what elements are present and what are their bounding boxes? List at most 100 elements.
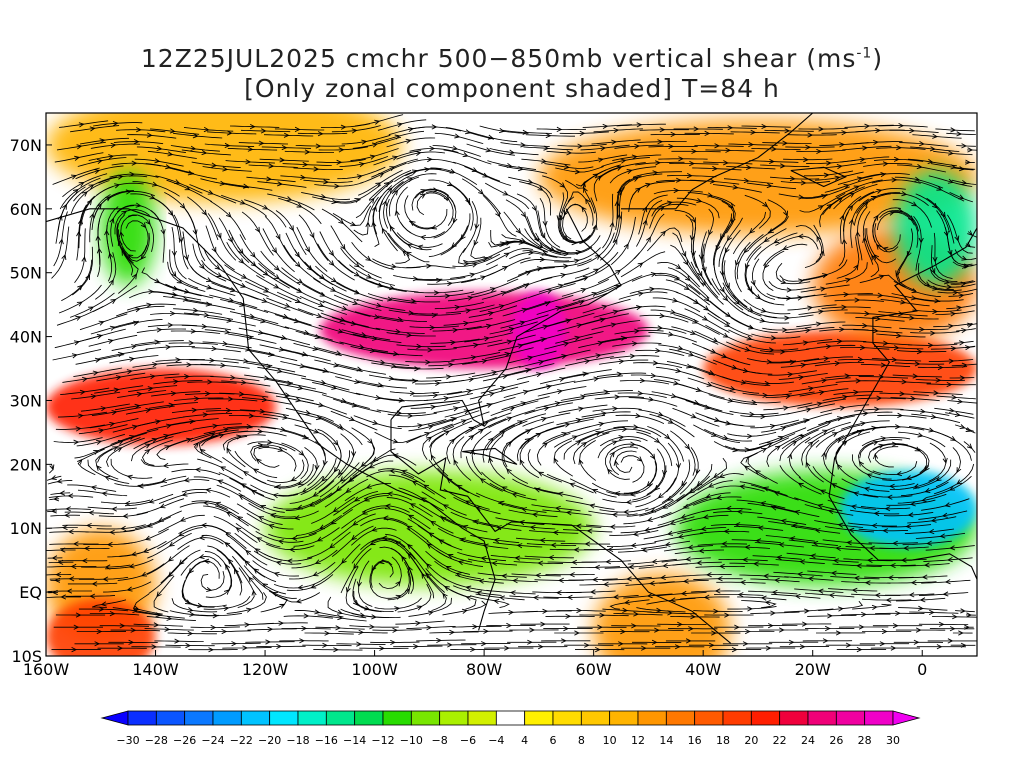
streamline-arrowhead [761,123,768,130]
streamline-arrowhead [830,570,837,576]
streamline-arrowhead [807,441,814,447]
streamline-arrowhead [351,402,358,408]
streamline-arrowhead [944,579,951,585]
streamline-arrowhead [637,262,644,268]
streamline-arrowhead [748,141,755,148]
streamline-arrowhead [104,475,111,481]
streamline-arrowhead [260,318,267,324]
streamline-arrowhead [170,390,177,397]
streamline-arrowhead [483,628,489,634]
streamline-arrowhead [856,646,863,653]
streamline-arrowhead [56,478,63,484]
streamline-arrowhead [129,171,136,177]
streamline-arrowhead [961,143,968,149]
streamline-arrowhead [688,626,694,632]
streamline-arrowhead [541,158,547,164]
streamline-arrowhead [798,194,805,200]
streamline-arrowhead [345,587,351,594]
streamline-arrowhead [586,528,593,534]
streamline-arrowhead [552,529,559,536]
streamline-arrowhead [743,178,750,184]
streamline-arrowhead [684,275,691,282]
streamline-arrowhead [219,466,226,472]
streamline-arrowhead [766,183,773,189]
streamline-arrowhead [715,495,722,501]
streamline-arrowhead [365,483,372,489]
streamline-arrowhead [226,317,233,323]
streamline-arrowhead [293,515,300,521]
streamline-arrowhead [282,414,289,420]
streamline-arrowhead [508,327,515,333]
streamline-arrowhead [185,642,192,649]
streamline-arrowhead [191,407,198,413]
streamline-arrowhead [489,287,496,293]
streamline-arrowhead [744,544,751,550]
streamline-arrowhead [235,527,242,533]
streamline-arrowhead [426,543,433,549]
streamline-arrowhead [595,353,602,359]
streamline-arrowhead [92,370,99,376]
streamline-arrowhead [371,614,378,620]
streamline-arrowhead [199,448,206,455]
streamline-arrowhead [414,366,420,372]
streamline-arrowhead [248,576,254,583]
streamline-arrowhead [794,593,801,599]
streamline-arrowhead [218,433,225,439]
streamline-arrowhead [499,241,506,247]
streamline-arrowhead [250,251,256,258]
streamline-arrowhead [836,338,843,344]
streamline-arrowhead [956,467,962,474]
streamline-arrowhead [299,363,306,369]
streamline-arrowhead [407,514,414,520]
streamline-arrowhead [810,553,816,559]
streamline-arrowhead [932,133,939,139]
streamline-arrowhead [136,127,142,133]
streamline-arrowhead [111,506,118,512]
streamline-arrowhead [822,273,829,279]
streamline-arrowhead [247,334,254,340]
streamline-arrowhead [162,462,169,469]
streamline-arrowhead [542,442,549,448]
streamline-arrowhead [156,591,162,598]
streamline-arrowhead [841,440,848,446]
streamline-arrowhead [807,576,814,582]
streamline-arrowhead [409,220,416,226]
streamline-arrowhead [662,503,669,509]
streamline-arrowhead [382,200,388,207]
streamline-arrowhead [384,503,391,509]
streamline-arrowhead [636,122,643,128]
streamline-arrowhead [493,537,500,543]
streamline-arrowhead [427,347,434,353]
streamline-arrowhead [89,213,95,219]
streamline-arrowhead [882,528,889,534]
streamline-arrowhead [578,300,585,306]
streamline-arrowhead [396,122,403,128]
streamline-arrowhead [446,281,453,287]
streamline-arrowhead [169,128,176,134]
streamline-arrowhead [184,185,191,191]
streamline-arrowhead [260,128,267,134]
streamline-arrowhead [899,391,906,397]
streamline-arrowhead [648,396,655,402]
streamline-arrowhead [549,246,556,252]
streamline-arrowhead [946,557,953,563]
streamline-arrowhead [206,284,213,290]
streamline-arrowhead [183,477,190,483]
streamline-arrowhead [182,296,189,302]
streamline-arrowhead [927,342,934,348]
streamline-arrowhead [965,159,971,165]
streamline-arrowhead [726,235,733,242]
streamline-arrowhead [556,126,563,133]
streamline-arrowhead [279,157,286,163]
streamline-arrowhead [632,176,639,182]
streamline-arrowhead [862,236,868,244]
streamline-arrowhead [721,353,728,359]
colorbar-swatch [439,710,469,726]
streamline-arrowhead [866,473,873,479]
streamline-arrowhead [597,340,604,346]
streamline-arrowhead [864,310,871,317]
streamline-arrowhead [554,401,561,407]
streamline-arrowhead [387,296,394,302]
streamline-arrowhead [242,471,249,477]
streamline-arrowhead [83,545,90,552]
